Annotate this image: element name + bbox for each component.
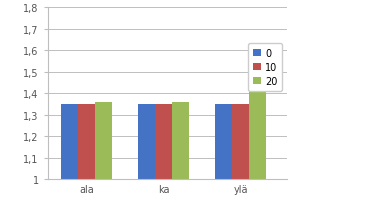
Bar	[172, 102, 189, 206]
Bar	[155, 104, 172, 206]
Legend: 0, 10, 20: 0, 10, 20	[248, 44, 282, 91]
Bar	[61, 104, 78, 206]
Bar	[215, 104, 232, 206]
Bar	[232, 104, 249, 206]
Bar	[78, 104, 95, 206]
Bar	[138, 104, 155, 206]
Bar	[95, 102, 112, 206]
Bar	[249, 87, 266, 206]
